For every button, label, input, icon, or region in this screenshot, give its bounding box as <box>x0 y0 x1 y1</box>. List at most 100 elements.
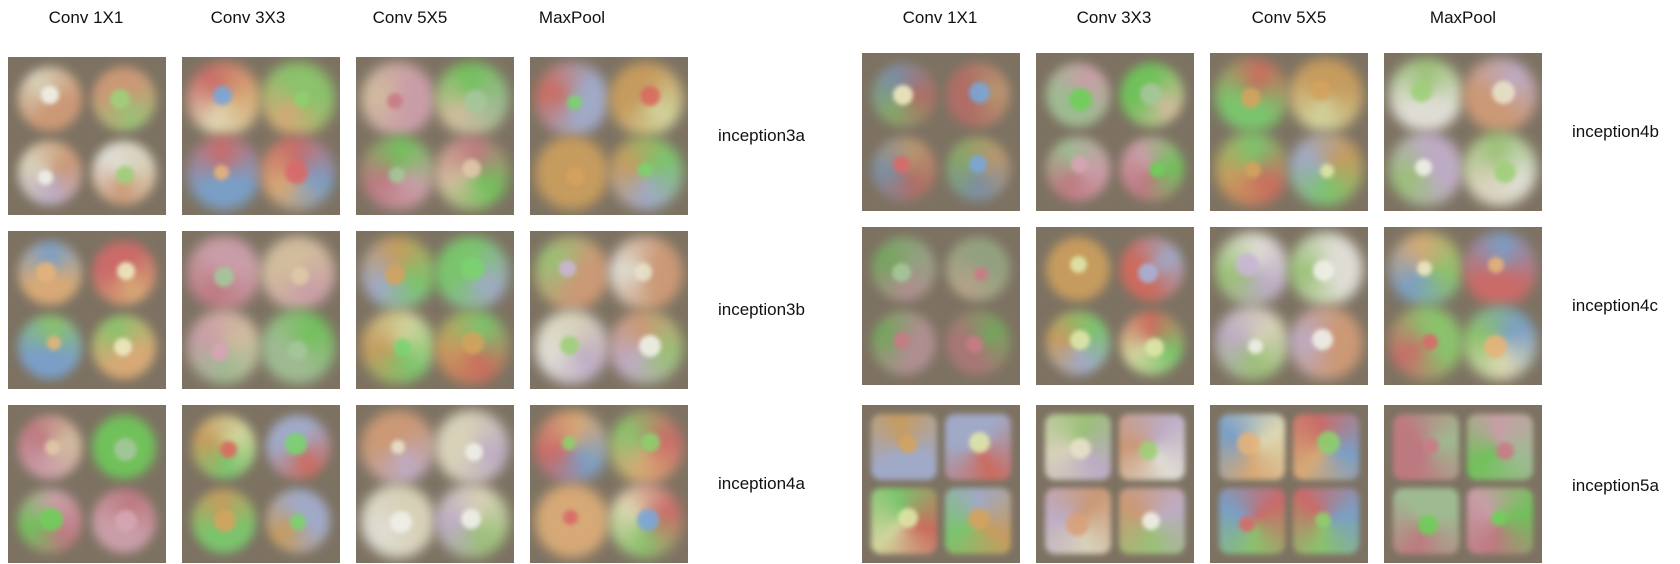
feature-highlight <box>461 331 484 354</box>
column-header-maxpool: MaxPool <box>538 8 606 27</box>
feature-highlight <box>213 165 229 180</box>
tile-left-row1-conv5x5 <box>356 57 514 215</box>
column-header-maxpool: MaxPool <box>1429 8 1497 27</box>
feature-highlight <box>1244 162 1261 179</box>
feature-highlight <box>213 267 234 288</box>
feature-highlight <box>892 262 912 282</box>
column-header-conv3x3: Conv 3X3 <box>210 8 286 27</box>
feature-highlight <box>44 440 60 456</box>
feature-highlight <box>640 433 660 453</box>
feature-highlight <box>969 432 991 454</box>
feature-highlight <box>1422 438 1439 455</box>
feature-highlight <box>893 331 910 349</box>
feature-highlight <box>973 266 988 281</box>
feature-highlight <box>967 507 990 530</box>
feature-highlight <box>893 155 911 173</box>
feature-highlight <box>558 260 576 278</box>
tile-left-row3-maxpool <box>530 405 688 563</box>
feature-highlight <box>1493 160 1516 183</box>
tile-left-row1-maxpool <box>530 57 688 215</box>
feature-highlight <box>634 262 653 281</box>
tile-right-row2-conv5x5 <box>1210 227 1368 385</box>
feature-highlight <box>287 341 307 361</box>
column-header-conv3x3: Conv 3X3 <box>1076 8 1152 27</box>
feature-highlight <box>460 508 481 529</box>
tile-right-row3-conv5x5 <box>1210 405 1368 563</box>
feature-highlight <box>113 438 137 462</box>
row-label-inception4b: inception4b <box>1572 122 1659 141</box>
tile-right-row1-conv5x5 <box>1210 53 1368 211</box>
feature-highlight <box>35 262 56 283</box>
feature-highlight <box>284 160 308 184</box>
feature-highlight <box>898 507 919 528</box>
feature-highlight <box>562 509 578 525</box>
tile-left-row3-conv5x5 <box>356 405 514 563</box>
feature-highlight <box>1311 80 1332 101</box>
feature-highlight <box>285 433 308 456</box>
column-header-conv1x1: Conv 1X1 <box>48 8 124 27</box>
tile-left-row2-maxpool <box>530 231 688 389</box>
feature-highlight <box>1069 329 1090 350</box>
feature-highlight <box>1319 164 1334 179</box>
feature-highlight <box>214 510 237 533</box>
feature-highlight <box>1315 511 1332 528</box>
feature-highlight <box>388 166 405 183</box>
tile-right-row2-conv1x1 <box>862 227 1020 385</box>
feature-highlight <box>1070 156 1088 174</box>
row-label-inception3b: inception3b <box>718 300 805 319</box>
tile-left-row3-conv1x1 <box>8 405 166 563</box>
feature-highlight <box>1140 82 1163 105</box>
feature-highlight <box>117 262 136 281</box>
feature-highlight <box>464 442 483 461</box>
feature-highlight <box>1313 260 1335 282</box>
feature-highlight <box>1069 438 1091 460</box>
feature-highlight <box>1138 263 1159 284</box>
feature-highlight <box>1410 80 1432 102</box>
tile-left-row2-conv3x3 <box>182 231 340 389</box>
feature-highlight <box>384 264 405 285</box>
feature-highlight <box>387 93 404 110</box>
feature-highlight <box>393 339 411 357</box>
feature-highlight <box>115 165 134 184</box>
feature-highlight <box>639 334 662 357</box>
feature-highlight <box>1317 431 1341 455</box>
feature-highlight <box>1495 442 1514 461</box>
feature-highlight <box>46 335 61 350</box>
feature-highlight <box>637 163 652 178</box>
feature-highlight <box>291 266 310 285</box>
tile-left-row2-conv1x1 <box>8 231 166 389</box>
tile-left-row1-conv1x1 <box>8 57 166 215</box>
feature-highlight <box>1235 253 1259 277</box>
feature-highlight <box>636 508 659 531</box>
tile-right-row1-maxpool <box>1384 53 1542 211</box>
feature-highlight <box>639 86 660 107</box>
feature-highlight <box>212 86 232 106</box>
feature-highlight <box>1492 80 1516 104</box>
feature-highlight <box>1490 509 1507 526</box>
feature-highlight <box>38 169 53 185</box>
feature-highlight <box>293 90 310 107</box>
row-label-inception4c: inception4c <box>1572 296 1659 315</box>
feature-highlight <box>219 441 237 459</box>
feature-highlight <box>1247 338 1263 354</box>
feature-highlight <box>210 342 229 361</box>
feature-highlight <box>969 155 988 174</box>
column-header-conv5x5: Conv 5X5 <box>1251 8 1327 27</box>
feature-highlight <box>1239 515 1256 532</box>
feature-highlight <box>1488 257 1505 274</box>
feature-highlight <box>1418 515 1439 536</box>
row-label-inception3a: inception3a <box>718 126 805 145</box>
tile-right-row2-maxpool <box>1384 227 1542 385</box>
feature-highlight <box>1069 87 1093 111</box>
feature-highlight <box>41 85 60 104</box>
feature-highlight <box>1237 431 1261 455</box>
feature-highlight <box>1069 256 1087 274</box>
tile-right-row2-conv3x3 <box>1036 227 1194 385</box>
feature-highlight <box>965 336 983 354</box>
feature-highlight <box>113 338 132 357</box>
feature-highlight <box>461 159 481 179</box>
feature-highlight <box>1422 333 1439 350</box>
feature-highlight <box>899 434 918 453</box>
feature-highlight <box>1142 511 1161 530</box>
feature-highlight <box>1149 163 1164 178</box>
